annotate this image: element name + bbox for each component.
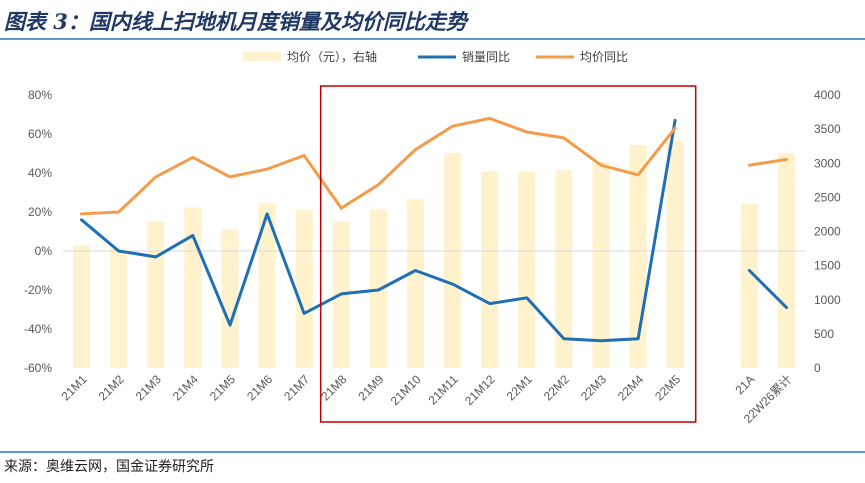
bar	[518, 171, 536, 368]
bar	[295, 209, 313, 368]
x-axis-tick: 21M3	[133, 372, 164, 403]
left-axis-tick: 60%	[28, 127, 52, 141]
title-divider	[0, 38, 865, 40]
right-axis-tick: 0	[814, 361, 821, 375]
left-axis-tick: 0%	[35, 244, 53, 258]
bar	[481, 171, 499, 368]
x-axis-tick: 21M1	[59, 372, 90, 403]
x-axis-tick: 21M9	[355, 372, 386, 403]
bar	[406, 198, 424, 368]
x-axis-tick: 21A	[732, 372, 757, 397]
x-axis-tick: 21M8	[318, 372, 349, 403]
right-axis-tick: 3500	[814, 122, 841, 136]
series-line	[747, 269, 788, 310]
chart-title: 图表 3：国内线上扫地机月度销量及均价同比走势	[4, 9, 467, 34]
right-axis-tick: 2500	[814, 190, 841, 204]
left-axis-tick: 20%	[28, 205, 52, 219]
right-axis-tick: 3000	[814, 156, 841, 170]
bar	[444, 153, 462, 368]
bar	[777, 153, 795, 368]
series-line	[80, 116, 677, 216]
right-axis-tick: 500	[814, 327, 834, 341]
bar	[740, 204, 758, 368]
left-axis-tick: -60%	[24, 361, 52, 375]
left-axis-tick: -20%	[24, 283, 52, 297]
x-axis-tick: 21M7	[281, 372, 312, 403]
x-axis-tick: 21M11	[425, 372, 460, 407]
bar	[592, 161, 610, 368]
x-axis-tick: 22M3	[578, 372, 609, 403]
x-axis-tick: 22M4	[615, 372, 646, 403]
x-axis-tick: 21M10	[388, 372, 424, 408]
bar	[147, 221, 165, 368]
x-axis-tick: 21M5	[207, 372, 238, 403]
bar	[555, 170, 573, 368]
bar	[184, 207, 202, 368]
x-axis-tick: 21M12	[462, 372, 498, 408]
left-axis-tick: 40%	[28, 166, 52, 180]
highlight-box	[319, 85, 697, 423]
legend-label: 均价（元），右轴	[287, 49, 377, 64]
right-axis-tick: 1000	[814, 293, 841, 307]
footer-divider	[0, 451, 865, 453]
left-axis-tick: -40%	[24, 322, 52, 336]
series-line	[80, 118, 677, 343]
left-axis-tick: 80%	[28, 88, 52, 102]
x-axis-tick: 22M2	[541, 372, 572, 403]
bar	[258, 202, 276, 368]
right-axis-tick: 4000	[814, 88, 841, 102]
x-axis-tick: 21M6	[244, 372, 275, 403]
x-axis-tick: 22M1	[504, 372, 535, 403]
legend-label: 销量同比	[462, 50, 510, 64]
x-axis-tick: 22M5	[652, 372, 683, 403]
chart-canvas: 80% 60% 40% 20% 0% -20% -40% -60% 4000 3500 3000 25…	[24, 49, 841, 426]
legend-swatch-bar	[243, 52, 281, 61]
right-axis-tick: 1500	[814, 259, 841, 273]
bar	[666, 140, 684, 368]
bar	[110, 248, 128, 368]
bar	[221, 229, 239, 368]
legend-label: 均价同比	[580, 50, 628, 64]
source-note: 来源：奥维云网，国金证券研究所	[4, 459, 214, 475]
bar	[73, 245, 91, 368]
right-axis-tick: 2000	[814, 225, 841, 239]
x-axis-tick: 21M2	[96, 372, 127, 403]
x-axis-tick: 21M4	[170, 372, 201, 403]
title-bar: 图表 3：国内线上扫地机月度销量及均价同比走势	[0, 0, 865, 40]
series-line	[747, 157, 788, 167]
